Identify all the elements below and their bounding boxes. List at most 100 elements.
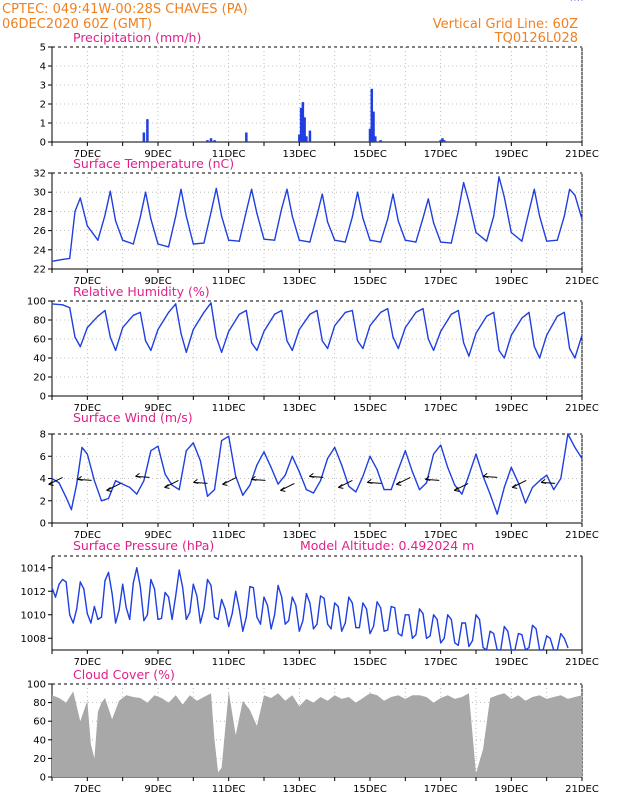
- humidity-point: [498, 349, 500, 351]
- temperature-point: [427, 198, 429, 200]
- temperature-point: [556, 239, 558, 241]
- precipitation-xtick-label: 13DEC: [282, 149, 316, 160]
- humidity-ytick-label: 40: [33, 354, 46, 365]
- wind-xtick-label: 7DEC: [74, 530, 101, 541]
- wind-point: [65, 496, 67, 499]
- wind-point: [58, 482, 60, 484]
- pressure-point: [115, 622, 117, 624]
- precipitation-bar: [442, 140, 446, 142]
- pressure-point: [468, 645, 470, 648]
- humidity-title: Relative Humidity (%): [73, 284, 210, 299]
- temperature-point: [192, 243, 194, 245]
- humidity-point: [74, 336, 76, 338]
- temperature-point: [498, 176, 500, 178]
- temperature-point: [175, 215, 177, 217]
- pressure-point: [150, 578, 152, 581]
- pressure-point: [436, 618, 438, 621]
- pressure-point: [210, 584, 212, 586]
- temperature-point: [309, 241, 311, 243]
- pressure-point: [192, 583, 194, 585]
- pressure-point: [54, 596, 57, 598]
- humidity-point: [380, 311, 382, 313]
- temperature-point: [97, 239, 99, 241]
- pressure-point: [146, 614, 148, 616]
- pressure-point: [256, 616, 258, 618]
- wind-point: [70, 509, 73, 511]
- humidity-ytick-label: 0: [40, 392, 46, 403]
- temperature-point: [422, 217, 424, 219]
- precipitation-bar: [146, 119, 149, 142]
- wind-point: [539, 480, 541, 482]
- wind-point: [81, 446, 83, 448]
- pressure-point: [348, 596, 350, 598]
- humidity-xtick-label: 7DEC: [74, 403, 101, 414]
- humidity-point: [450, 313, 452, 315]
- pressure-point: [493, 632, 495, 635]
- wind-point: [334, 446, 336, 448]
- wind-point: [383, 489, 385, 491]
- humidity-point: [157, 328, 159, 331]
- temperature-point: [298, 239, 300, 241]
- wind-arrow-head: [222, 480, 228, 486]
- cloud-ytick-label: 100: [27, 680, 46, 691]
- pressure-point: [433, 614, 435, 616]
- pressure-xtick-label: 15DEC: [353, 657, 387, 668]
- wind-point: [277, 483, 279, 485]
- wind-arrow-head: [395, 480, 402, 486]
- wind-point: [468, 474, 470, 476]
- humidity-point: [357, 340, 359, 342]
- wind-point: [567, 433, 569, 435]
- pressure-point: [281, 596, 283, 598]
- pressure-point: [160, 617, 163, 619]
- pressure-point: [58, 583, 60, 585]
- pressure-ytick-label: 1010: [21, 610, 46, 621]
- pressure-point: [394, 607, 396, 609]
- header-date: 06DEC2020 60Z (GMT): [2, 17, 152, 32]
- pressure-point: [171, 618, 173, 621]
- pressure-point: [464, 622, 466, 624]
- pressure-point: [72, 622, 74, 624]
- pressure-point: [185, 618, 187, 621]
- precipitation-bar: [374, 136, 377, 142]
- cloud-ytick-label: 20: [33, 754, 46, 765]
- pressure-point: [153, 588, 156, 590]
- temperature-point: [122, 239, 124, 241]
- humidity-ytick-label: 100: [27, 297, 46, 308]
- pressure-point: [266, 604, 269, 606]
- pressure-point: [312, 628, 315, 630]
- precipitation-xtick-label: 15DEC: [353, 149, 387, 160]
- humidity-point: [387, 308, 389, 310]
- temperature-point: [546, 240, 548, 242]
- pressure-point: [482, 647, 484, 649]
- humidity-point: [321, 340, 323, 342]
- pressure-point: [76, 608, 78, 610]
- pressure-point: [553, 649, 555, 651]
- precipitation-bar: [439, 140, 442, 142]
- humidity-point: [569, 347, 571, 350]
- wind-point: [178, 489, 180, 491]
- pressure-point: [213, 616, 216, 618]
- precipitation-bar: [142, 132, 146, 142]
- humidity-point: [180, 332, 182, 334]
- wind-point: [433, 453, 435, 455]
- humidity-point: [463, 342, 465, 344]
- pressure-point: [90, 622, 92, 624]
- wind-arrow-head: [453, 486, 460, 492]
- wind-point: [418, 489, 421, 491]
- humidity-point: [104, 309, 106, 312]
- pressure-xtick-label: 19DEC: [494, 657, 528, 668]
- precipitation-bar: [308, 130, 312, 142]
- pressure-point: [107, 571, 110, 574]
- pressure-point: [539, 649, 541, 651]
- pressure-point: [231, 612, 233, 615]
- humidity-point: [493, 311, 495, 313]
- pressure-point: [341, 630, 343, 632]
- pressure-ytick-label: 1012: [21, 587, 46, 598]
- temperature-ytick-label: 26: [33, 226, 46, 237]
- humidity-ytick-label: 20: [33, 373, 46, 384]
- humidity-point: [256, 349, 258, 351]
- wind-point: [489, 493, 491, 495]
- pressure-point: [51, 587, 53, 589]
- wind-point: [524, 502, 527, 504]
- precipitation-bar: [303, 117, 306, 142]
